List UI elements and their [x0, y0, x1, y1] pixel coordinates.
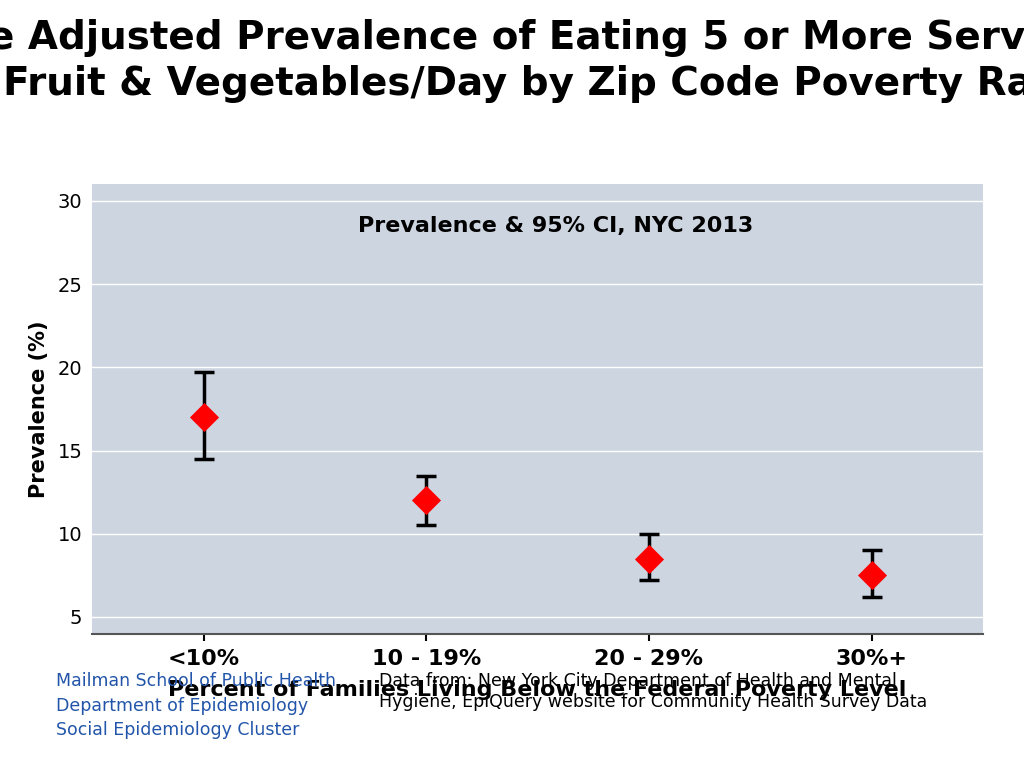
Point: [196, 411, 212, 423]
X-axis label: Percent of Families Living Below the Federal Poverty Level: Percent of Families Living Below the Fed…: [168, 680, 907, 700]
Text: Data from: New York City Department of Health and Mental
Hygiene, EpiQuery websi: Data from: New York City Department of H…: [379, 672, 927, 711]
Point: [641, 553, 657, 565]
Text: Social Epidemiology Cluster: Social Epidemiology Cluster: [56, 721, 300, 739]
Text: Department of Epidemiology: Department of Epidemiology: [56, 697, 308, 714]
Text: Prevalence & 95% CI, NYC 2013: Prevalence & 95% CI, NYC 2013: [357, 216, 753, 236]
Point: [863, 569, 880, 581]
Y-axis label: Prevalence (%): Prevalence (%): [30, 320, 49, 498]
Point: [418, 495, 434, 507]
Text: Age Adjusted Prevalence of Eating 5 or More Serving: Age Adjusted Prevalence of Eating 5 or M…: [0, 19, 1024, 57]
Text: Mailman School of Public Health: Mailman School of Public Health: [56, 672, 336, 690]
Text: of Fruit & Vegetables/Day by Zip Code Poverty Rate: of Fruit & Vegetables/Day by Zip Code Po…: [0, 65, 1024, 103]
